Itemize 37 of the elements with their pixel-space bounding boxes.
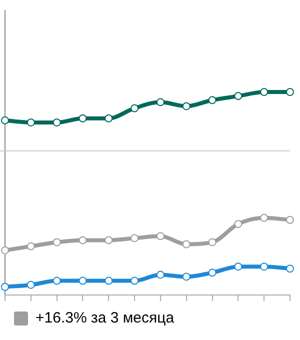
point xyxy=(182,102,190,110)
point xyxy=(104,236,113,244)
point xyxy=(156,232,164,240)
point xyxy=(104,276,113,285)
point xyxy=(234,92,242,100)
point xyxy=(234,220,242,228)
point xyxy=(182,240,190,248)
point xyxy=(52,238,61,246)
point xyxy=(1,246,9,254)
point xyxy=(156,98,164,106)
point xyxy=(182,272,190,281)
point xyxy=(130,234,139,242)
legend-label: +16.3% за 3 месяца xyxy=(36,310,175,327)
point xyxy=(208,268,216,277)
point xyxy=(1,116,9,124)
point xyxy=(26,280,35,289)
point xyxy=(208,238,216,246)
point xyxy=(78,236,87,244)
point xyxy=(26,242,35,250)
point xyxy=(286,216,294,224)
point xyxy=(52,118,61,126)
point xyxy=(156,270,164,279)
point xyxy=(78,276,87,285)
point xyxy=(208,96,216,104)
point xyxy=(104,114,113,122)
point xyxy=(234,262,242,271)
point xyxy=(286,88,294,96)
point xyxy=(1,282,9,291)
point xyxy=(26,118,35,126)
point xyxy=(286,264,294,273)
point xyxy=(260,88,268,96)
point xyxy=(260,214,268,222)
point xyxy=(260,262,268,271)
point xyxy=(78,114,87,122)
point xyxy=(130,276,139,285)
point xyxy=(130,104,139,112)
point xyxy=(52,276,61,285)
